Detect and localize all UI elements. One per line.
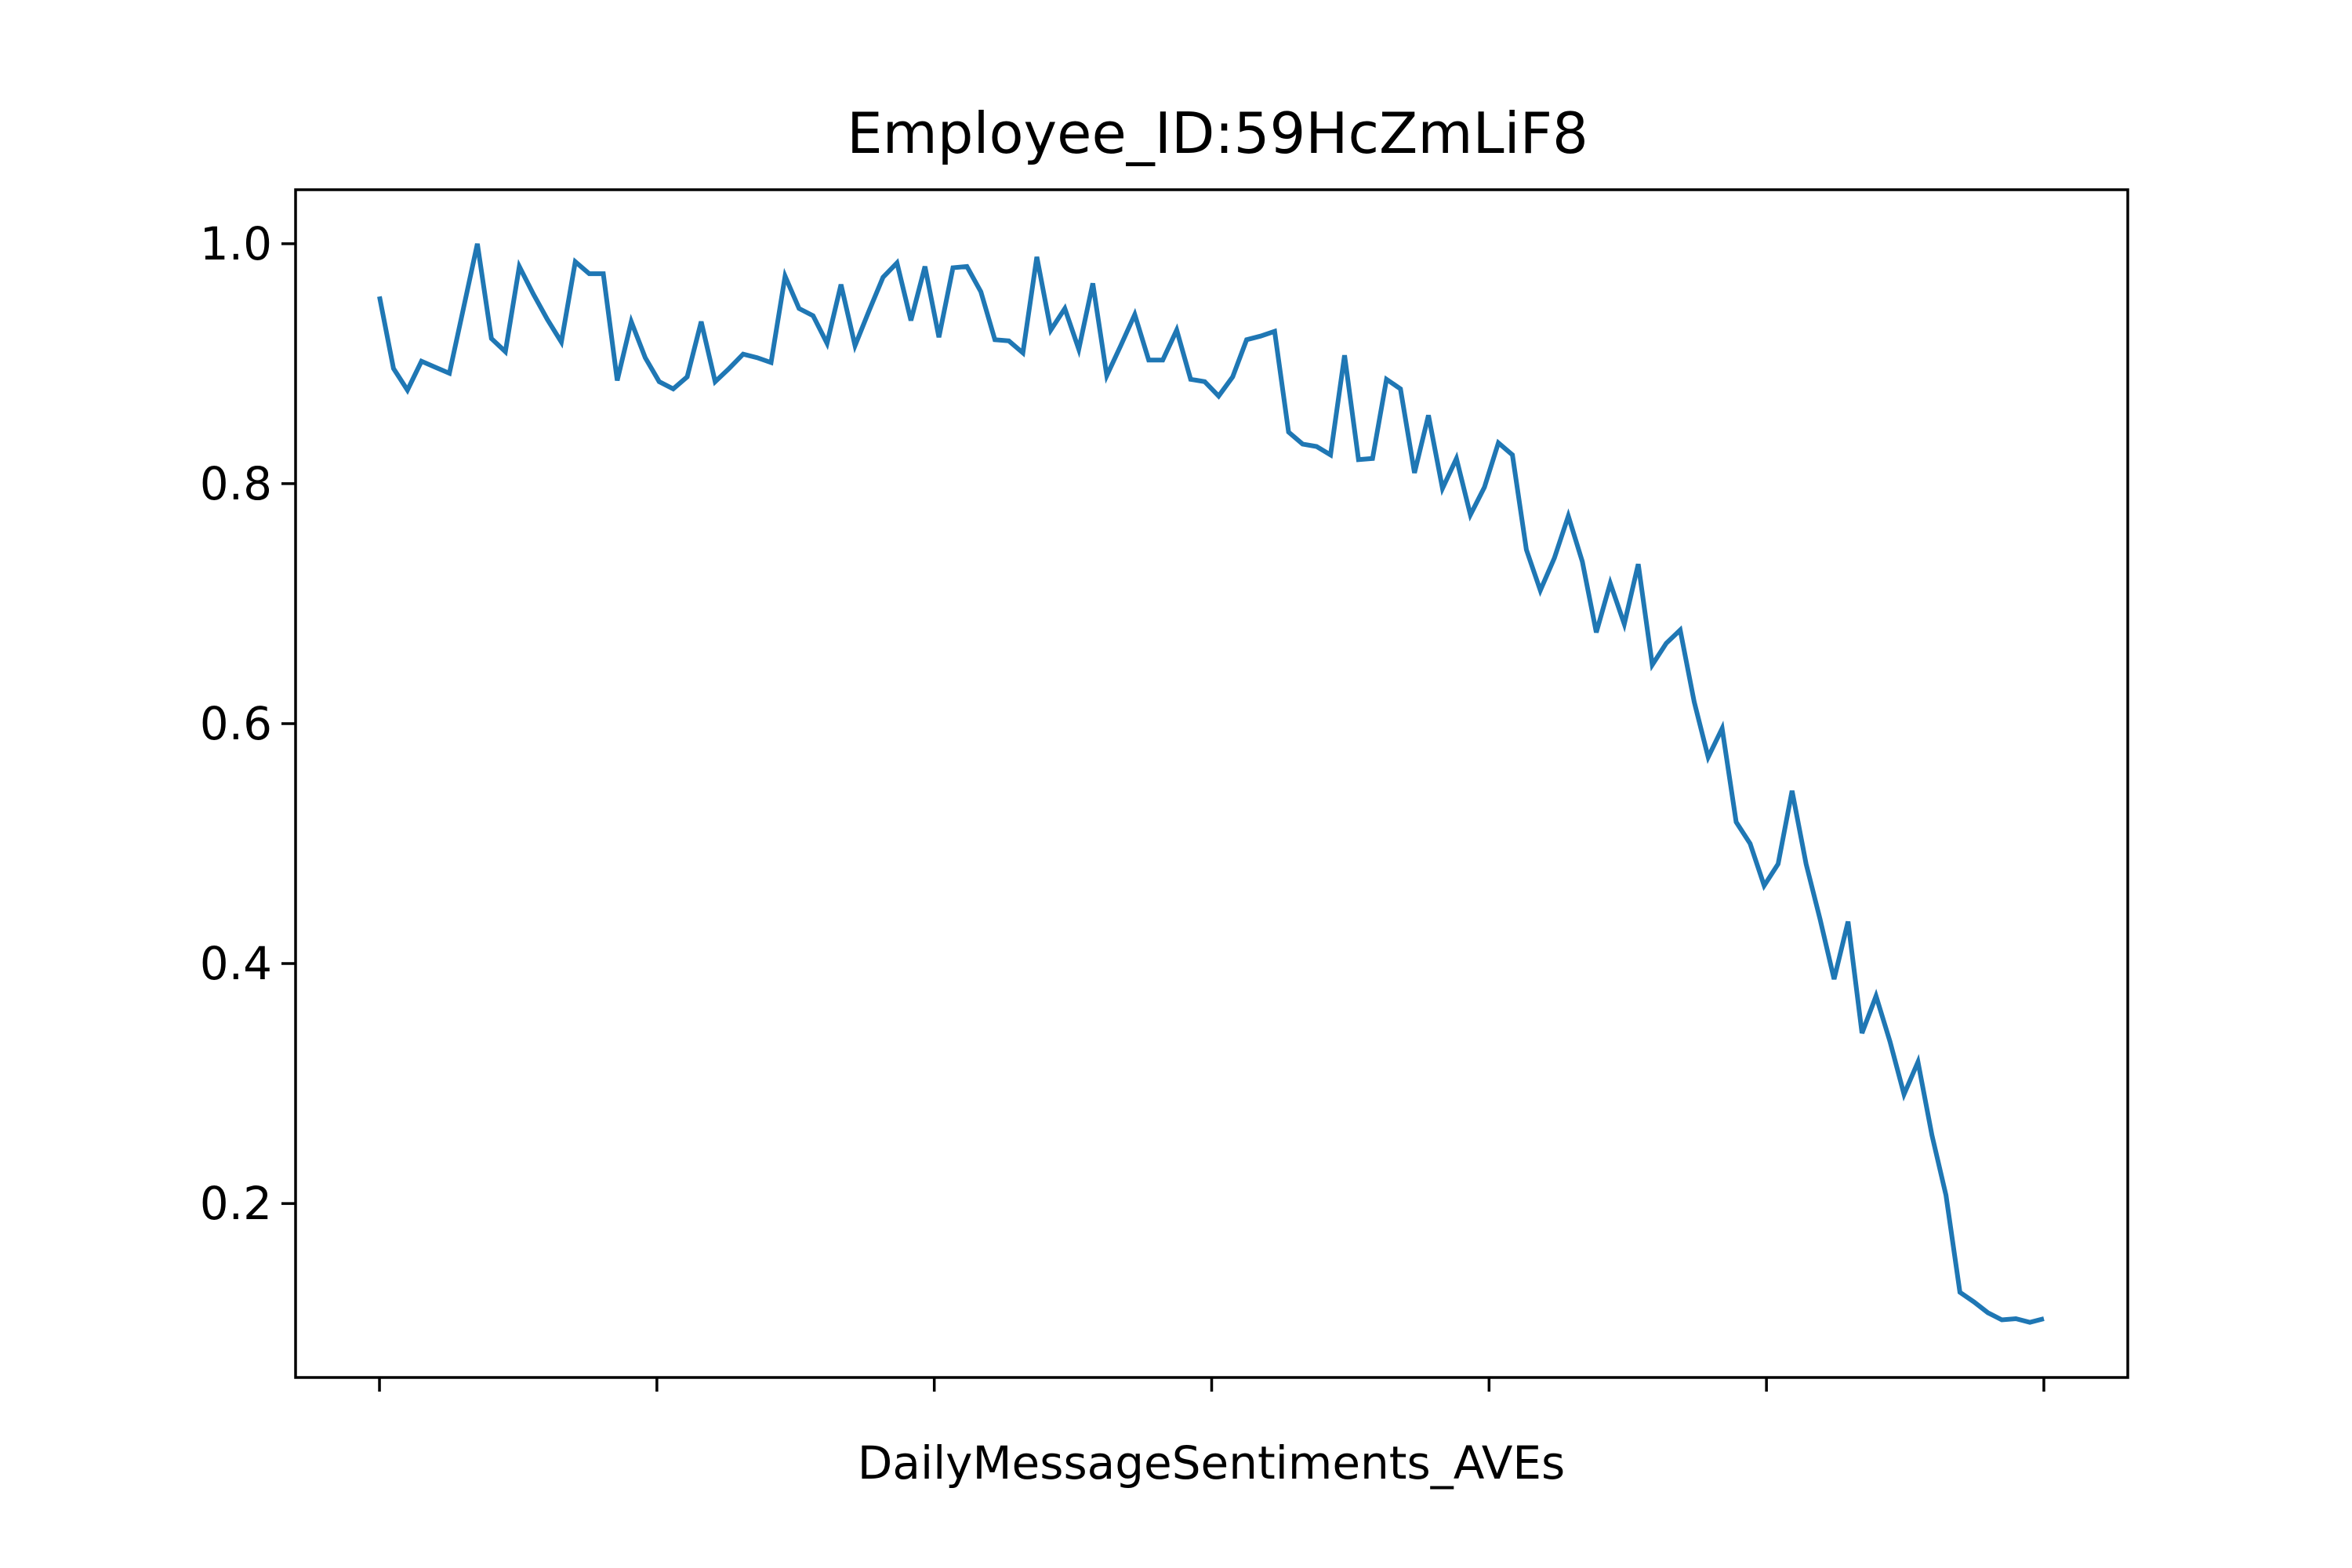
plot-frame bbox=[294, 188, 2129, 1379]
chart-title: Employee_ID:59HcZmLiF8 bbox=[847, 100, 1588, 166]
series-line bbox=[377, 243, 2045, 1325]
y-tick-label: 1.0 bbox=[200, 217, 272, 270]
x-axis bbox=[378, 1377, 2045, 1392]
y-tick-label: 0.6 bbox=[200, 697, 272, 750]
y-axis: 0.2 0.4 0.6 0.8 1.0 bbox=[200, 217, 296, 1230]
y-tick-label: 0.2 bbox=[200, 1177, 272, 1230]
series-layer bbox=[377, 243, 2045, 1325]
x-axis-label: DailyMessageSentiments_AVEs bbox=[858, 1436, 1565, 1490]
y-tick-label: 0.4 bbox=[200, 937, 272, 990]
y-tick-label: 0.8 bbox=[200, 457, 272, 510]
